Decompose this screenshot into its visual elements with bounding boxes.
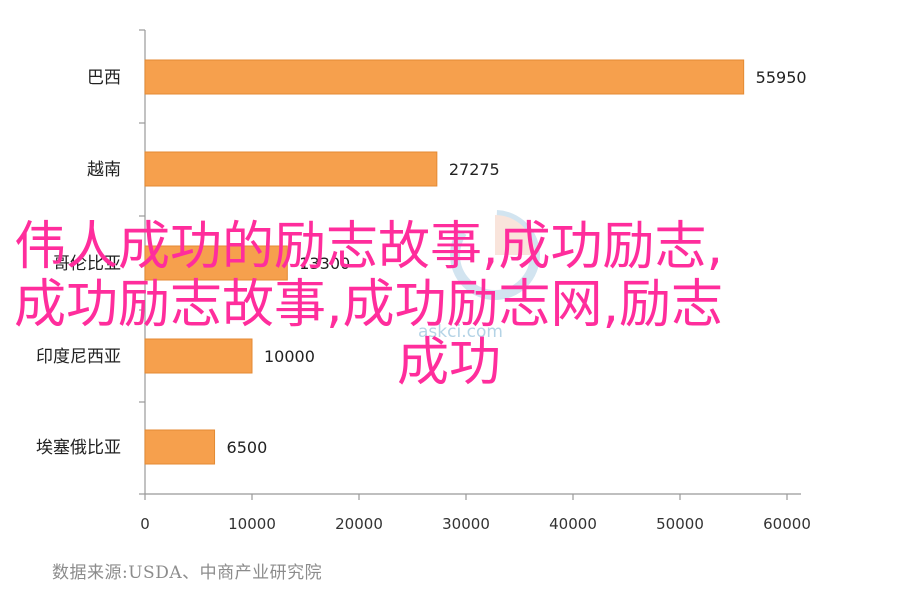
overlay-line: 成功 — [397, 333, 502, 393]
category-label: 印度尼西亚 — [36, 347, 121, 367]
bar — [144, 429, 216, 465]
askci-logo-icon — [450, 210, 540, 300]
bar — [144, 338, 253, 374]
x-tick-label: 40000 — [549, 515, 597, 533]
bar — [144, 151, 438, 187]
data-label: 55950 — [756, 68, 807, 87]
watermark-site: askci.com — [418, 322, 503, 342]
bar — [144, 245, 288, 281]
data-label: 6500 — [227, 438, 268, 457]
x-tick-label: 0 — [140, 515, 150, 533]
x-tick-label: 20000 — [335, 515, 383, 533]
x-tick-label: 10000 — [228, 515, 276, 533]
category-label: 哥伦比亚 — [53, 254, 121, 274]
category-label: 越南 — [87, 160, 121, 180]
data-label: 27275 — [449, 160, 500, 179]
x-tick-label: 50000 — [656, 515, 704, 533]
x-tick-label: 30000 — [442, 515, 490, 533]
source-note: 数据来源:USDA、中商产业研究院 — [52, 563, 323, 583]
category-label: 埃塞俄比亚 — [36, 438, 121, 458]
data-label: 10000 — [264, 347, 315, 366]
overlay-headline: 伟人成功的励志故事,成功励志, 成功励志故事,成功励志网,励志 成功 — [14, 218, 874, 392]
overlay-line: 伟人成功的励志故事,成功励志, — [14, 217, 724, 277]
overlay-line: 成功励志故事,成功励志网,励志 — [14, 275, 724, 335]
x-tick-label: 60000 — [763, 515, 811, 533]
bar — [144, 59, 745, 95]
category-label: 巴西 — [87, 68, 121, 88]
data-label: 13300 — [299, 254, 350, 273]
